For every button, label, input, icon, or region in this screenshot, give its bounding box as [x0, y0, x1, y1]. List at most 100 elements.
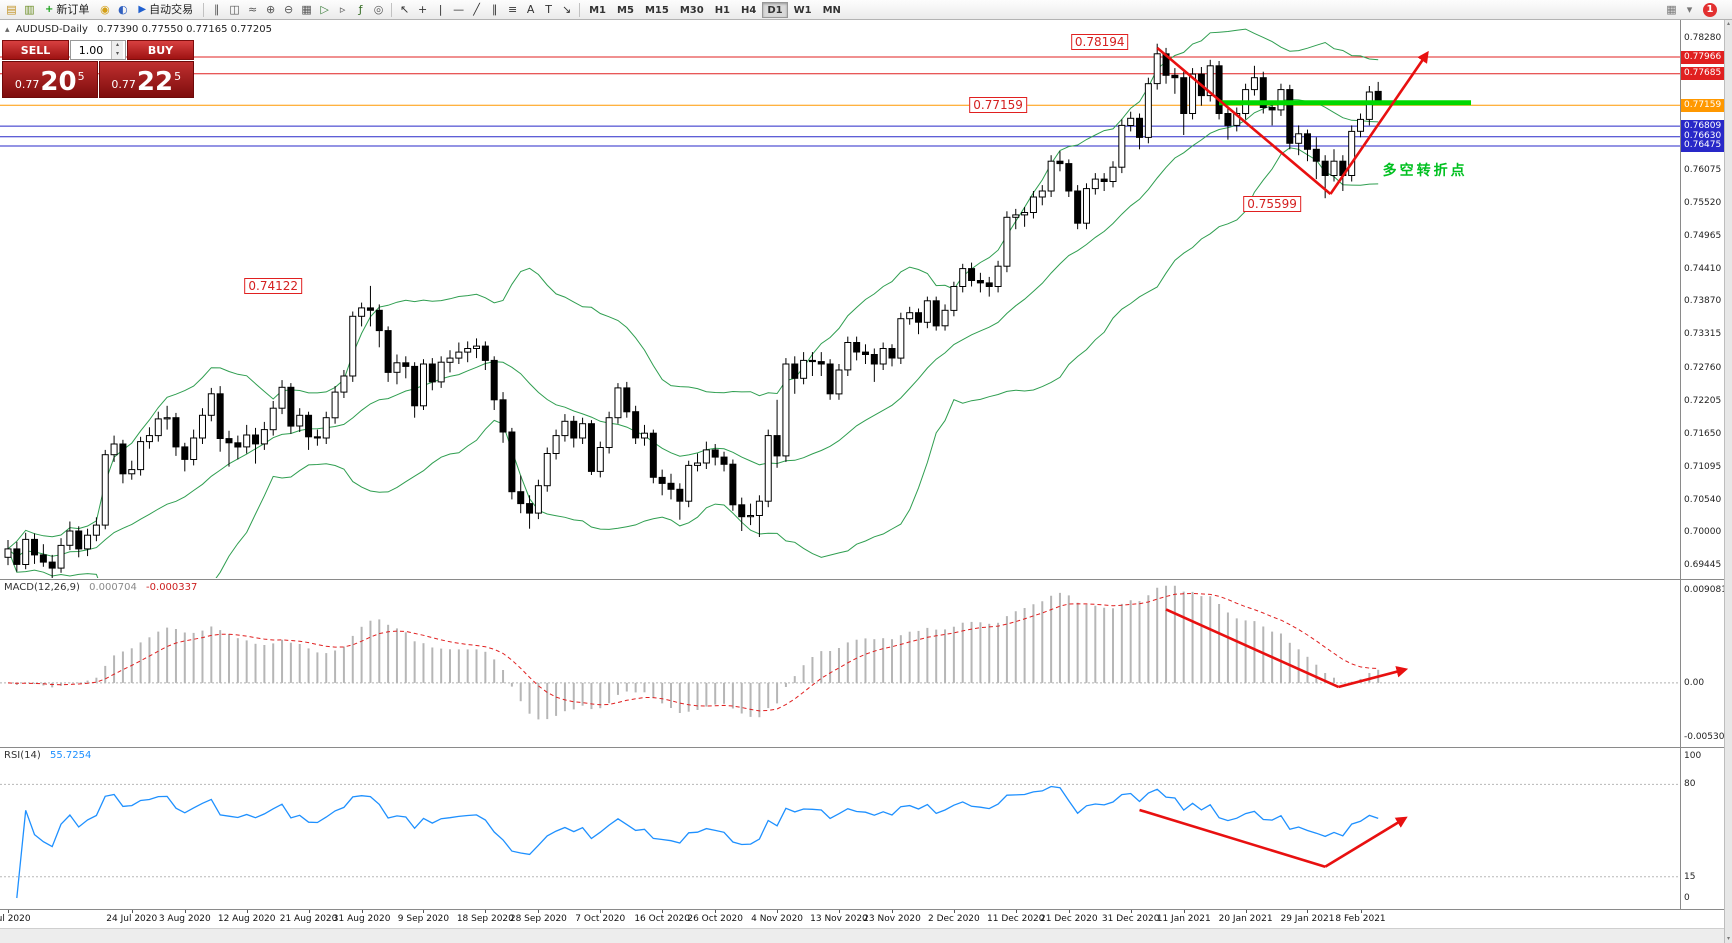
time-axis-tick [8, 910, 9, 913]
macd-panel[interactable]: MACD(12,26,9) 0.000704 -0.000337 [0, 580, 1680, 748]
timeframe-m15[interactable]: M15 [644, 4, 669, 16]
notification-badge[interactable]: 1 [1703, 2, 1717, 17]
metaeditor-icon[interactable]: ◐ [118, 3, 128, 16]
sell-price-big: 20 [40, 67, 77, 97]
line-chart-icon[interactable]: ≈ [247, 3, 258, 16]
text-icon[interactable]: A [526, 3, 535, 16]
time-axis-label: 31 Aug 2020 [332, 914, 391, 924]
bar-chart-icon[interactable]: ∥ [213, 3, 220, 16]
buy-price-prefix: 0.77 [111, 78, 136, 91]
time-axis-label: 29 Jan 2021 [1280, 914, 1335, 924]
rsi-axis-label: 100 [1684, 751, 1702, 761]
autotrade-button[interactable]: ▶ 自动交易 [132, 1, 199, 18]
time-axis-label: 20 Jan 2021 [1218, 914, 1273, 924]
timeframe-mn[interactable]: MN [822, 4, 841, 16]
time-axis-label: 16 Oct 2020 [634, 914, 690, 924]
rsi-value: 55.7254 [49, 750, 92, 761]
time-axis-label: 12 Aug 2020 [217, 914, 276, 924]
chart-area[interactable]: ▴ AUDUSD-Daily 0.77390 0.77550 0.77165 0… [0, 20, 1680, 580]
scroll-down-icon[interactable]: ▾ [1726, 935, 1730, 942]
macd-header: MACD(12,26,9) 0.000704 -0.000337 [4, 582, 197, 593]
indicators-icon[interactable]: ƒ [358, 3, 363, 16]
time-axis-tick [838, 910, 840, 913]
time-axis-tick [777, 910, 779, 913]
buy-button[interactable]: BUY [127, 40, 194, 60]
price-annotation[interactable]: 0.78194 [1070, 33, 1129, 50]
toolbar-separator [391, 2, 393, 17]
scroll-up-icon[interactable]: ▴ [1726, 20, 1730, 27]
chart-title: ▴ AUDUSD-Daily 0.77390 0.77550 0.77165 0… [5, 24, 272, 35]
window-list-icon[interactable]: ▦ [1666, 3, 1677, 16]
rsi-panel[interactable]: RSI(14) 55.7254 [0, 748, 1680, 910]
time-axis-tick [600, 910, 602, 913]
horizontal-line-icon[interactable]: — [453, 3, 465, 16]
time-axis-label: 5 Jul 2020 [0, 914, 31, 924]
price-axis-label: 0.70000 [1684, 527, 1722, 538]
zoom-out-icon[interactable]: ⊖ [283, 3, 294, 16]
time-axis-label: 11 Jan 2021 [1156, 914, 1211, 924]
trendline-icon[interactable]: ╱ [473, 3, 480, 16]
one-click-collapse-icon[interactable]: ▴ [5, 25, 10, 35]
sell-button[interactable]: SELL [2, 40, 69, 60]
rsi-axis[interactable]: 100 80 15 0 [1680, 748, 1724, 910]
arrows-icon[interactable]: ↘ [561, 3, 572, 16]
profiles-icon[interactable]: ▥ [24, 3, 35, 16]
cursor-icon[interactable]: ↖ [399, 3, 410, 16]
label-icon[interactable]: T [545, 3, 552, 16]
timeframe-d1[interactable]: D1 [762, 1, 788, 18]
channel-icon[interactable]: ∥ [491, 3, 498, 16]
time-axis-tick [1360, 910, 1362, 913]
price-annotation[interactable]: 0.77159 [969, 97, 1027, 114]
timeframe-m30[interactable]: M30 [679, 4, 704, 16]
time-axis-label: 3 Aug 2020 [158, 914, 211, 924]
price-axis-label: 0.74410 [1684, 264, 1722, 275]
tile-windows-icon[interactable]: ▦ [301, 3, 312, 16]
price-axis-label: 0.71650 [1684, 428, 1722, 439]
time-axis-tick [246, 910, 248, 913]
zoom-in-icon[interactable]: ⊕ [265, 3, 276, 16]
timeframe-m5[interactable]: M5 [617, 4, 634, 16]
deposit-icon[interactable]: ◉ [100, 3, 110, 16]
price-line-label: 0.77159 [1681, 98, 1724, 112]
buy-price-button[interactable]: 0.77 22 5 [98, 61, 194, 98]
timeframe-w1[interactable]: W1 [793, 4, 812, 16]
time-axis-tick [1068, 910, 1070, 913]
chart-note-text[interactable]: 多空转折点 [1382, 163, 1468, 180]
lot-increase-button[interactable]: ▴ [112, 41, 123, 50]
toolbar: ▤ ▥ + 新订单 ◉ ◐ ▶ 自动交易 ∥ ◫ ≈ ⊕ ⊖ ▦ ▷ ▹ ƒ ◎ ↖ + | — ╱ ∥ ≡ A T ↘ M1 M5 M15… [0, 0, 1732, 20]
macd-value: 0.000704 [89, 582, 137, 593]
scrollbar[interactable]: ▴ ▾ [1724, 20, 1732, 943]
time-axis-tick [361, 910, 363, 913]
time-axis-tick [308, 910, 310, 913]
price-annotation[interactable]: 0.74122 [244, 278, 302, 295]
rsi-title: RSI(14) [4, 750, 41, 761]
auto-scroll-icon[interactable]: ▷ [320, 3, 329, 16]
dropdown-icon[interactable]: ▾ [1686, 3, 1693, 16]
timeframe-h1[interactable]: H1 [714, 4, 731, 16]
time-axis-tick [184, 910, 186, 913]
vertical-line-icon[interactable]: | [438, 3, 443, 16]
sell-price-button[interactable]: 0.77 20 5 [2, 61, 98, 98]
buy-price-pipette: 5 [174, 70, 182, 83]
price-axis-label: 0.69445 [1684, 560, 1722, 571]
macd-axis-label: 0.00 [1684, 677, 1705, 688]
chart-shift-icon[interactable]: ▹ [339, 3, 346, 16]
price-axis[interactable]: 0.78280 0.76075 0.75520 0.74965 0.74410 0.738… [1680, 20, 1724, 580]
timeframe-m1[interactable]: M1 [589, 4, 607, 16]
new-chart-icon[interactable]: ▤ [6, 3, 17, 16]
time-axis-label: 8 Feb 2021 [1335, 914, 1386, 924]
price-annotation[interactable]: 0.75599 [1243, 195, 1301, 212]
fibonacci-icon[interactable]: ≡ [507, 3, 518, 16]
periods-icon[interactable]: ◎ [373, 3, 384, 16]
new-order-button[interactable]: + 新订单 [39, 1, 95, 18]
time-axis-label: 24 Jul 2020 [106, 914, 158, 924]
timeframe-h4[interactable]: H4 [741, 4, 757, 16]
price-line-label: 0.77966 [1681, 50, 1724, 64]
time-axis-tick [1245, 910, 1247, 913]
lot-decrease-button[interactable]: ▾ [112, 50, 123, 59]
candlestick-chart-icon[interactable]: ◫ [229, 3, 240, 16]
macd-axis[interactable]: 0.009081 0.00 -0.005306 [1680, 580, 1730, 748]
lot-size-input[interactable] [71, 41, 111, 59]
crosshair-icon[interactable]: + [417, 3, 428, 16]
